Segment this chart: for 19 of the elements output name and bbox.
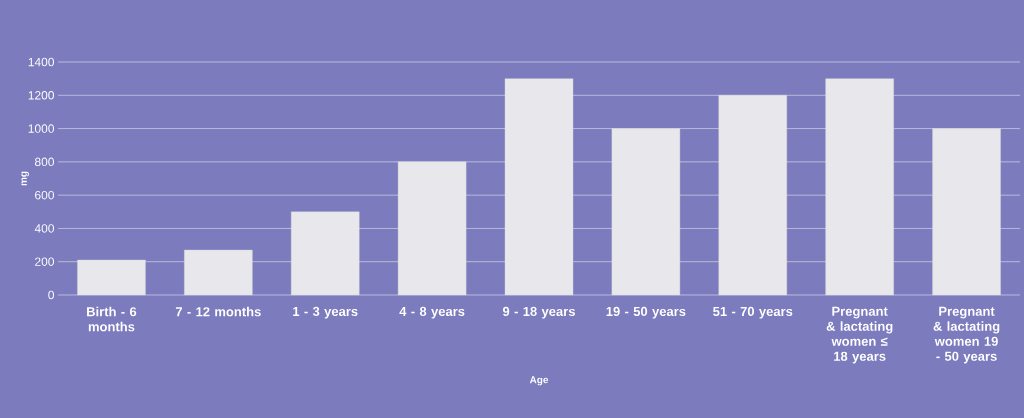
x-tick-label: 51 - 70 years <box>713 306 793 319</box>
x-axis-title: Age <box>529 376 549 386</box>
x-tick-label: 4 - 8 years <box>399 306 465 319</box>
y-tick-label: 600 <box>35 190 54 200</box>
y-tick-label: 1400 <box>28 57 54 67</box>
x-tick-label: 7 - 12 months <box>175 306 261 317</box>
y-tick-label: 400 <box>34 224 54 233</box>
x-tick-label: 19 - 50 years <box>606 306 686 319</box>
y-tick-label: 800 <box>34 157 54 167</box>
y-tick-label: 1200 <box>28 91 54 100</box>
x-tick-label: Pregnant & lactating women ≤ 18 years <box>826 306 893 364</box>
x-tick-label: Pregnant & lactating women 19 - 50 years <box>933 306 1000 364</box>
x-tick-label: 9 - 18 years <box>502 306 575 319</box>
x-tick-label: Birth - 6 months <box>87 306 137 332</box>
y-axis-title: mg <box>21 171 29 186</box>
y-tick-label: 0 <box>48 290 55 300</box>
y-tick-label: 200 <box>35 257 54 266</box>
y-tick-label: 1000 <box>28 124 54 133</box>
x-tick-label: 1 - 3 years <box>293 306 358 319</box>
